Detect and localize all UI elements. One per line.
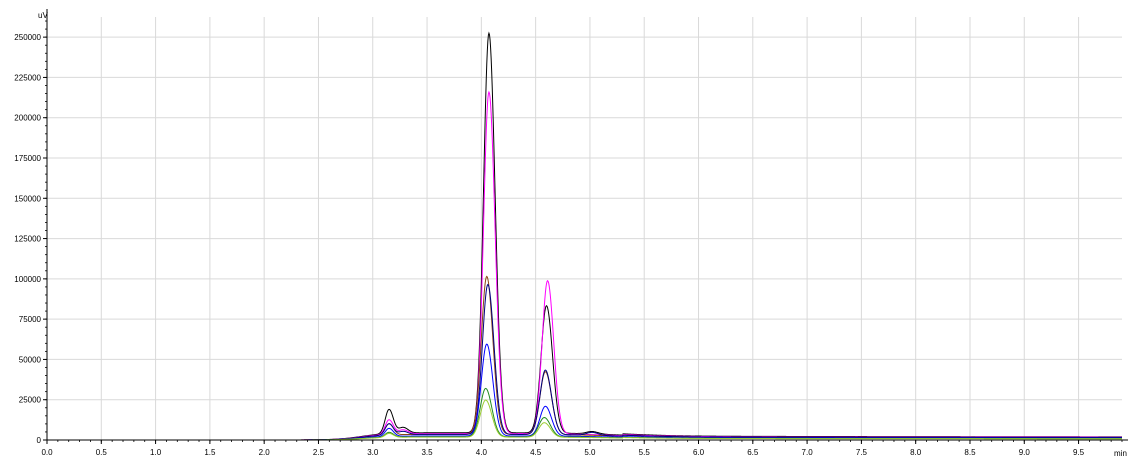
y-axis-label: uV [38,11,48,20]
x-axis-label: min [1114,449,1127,457]
x-tick-label: 1.5 [204,448,216,457]
x-tick-label: 2.5 [313,448,325,457]
x-tick-label: 6.5 [747,448,759,457]
x-tick-label: 6.0 [693,448,705,457]
x-tick-label: 1.0 [150,448,162,457]
series-line-4 [47,283,1122,441]
x-tick-label: 7.5 [856,448,868,457]
y-tick-label: 0 [37,436,42,445]
x-tick-label: 8.5 [964,448,976,457]
y-tick-label: 25000 [19,396,42,405]
y-tick-label: 75000 [19,315,42,324]
x-tick-label: 0.0 [41,448,53,457]
x-tick-label: 0.5 [96,448,108,457]
series-layer [47,31,1123,441]
x-tick-label: 9.5 [1073,448,1085,457]
series-line-5 [47,343,1122,441]
y-tick-label: 50000 [19,355,42,364]
series-line-3 [47,275,1122,441]
y-tick-label: 125000 [14,235,41,244]
series-line-2 [47,90,1123,441]
x-tick-label: 3.0 [367,448,379,457]
x-tick-label: 4.0 [476,448,488,457]
x-tick-label: 8.0 [910,448,922,457]
y-tick-label: 225000 [14,73,41,82]
x-tick-label: 7.0 [802,448,814,457]
y-tick-label: 250000 [14,33,41,42]
x-tick-label: 9.0 [1019,448,1031,457]
series-line-1 [47,31,1122,441]
y-tick-label: 100000 [14,275,41,284]
x-tick-label: 5.5 [639,448,651,457]
x-tick-label: 5.0 [584,448,596,457]
axes-layer: 0.0 0.5 1.0 1.5 2.0 2.5 3.0 3.5 4.0 4.5 5.0 5.5 6.0 6… [14,9,1128,457]
y-tick-label: 150000 [14,194,41,203]
y-tick-label: 175000 [14,154,41,163]
x-tick-label: 4.5 [530,448,542,457]
x-tick-label: 3.5 [421,448,433,457]
y-tick-label: 200000 [14,114,41,123]
grid-layer [46,17,1122,440]
x-tick-label: 2.0 [259,448,271,457]
